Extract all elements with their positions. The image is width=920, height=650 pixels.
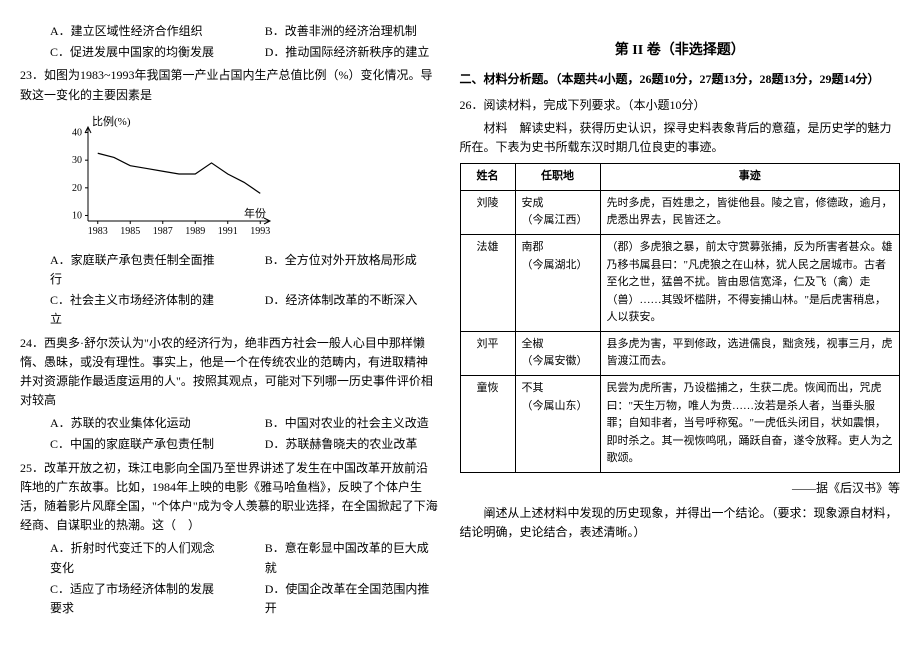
q24-stem: 24．西奥多·舒尔茨认为"小农的经济行为，绝非西方社会一般人心目中那样懒惰、愚昧…	[20, 334, 440, 411]
svg-text:1987: 1987	[153, 226, 173, 237]
col-deed: 事迹	[600, 164, 899, 191]
q22-option-d: D．推动国际经济新秩序的建立	[265, 43, 440, 62]
q22-option-b: B．改善非洲的经济治理机制	[265, 22, 440, 41]
q26-title: 26．阅读材料，完成下列要求。（本小题10分）	[460, 96, 900, 115]
q25-option-a: A．折射时代变迁下的人们观念变化	[50, 539, 225, 577]
cell-place: 全椒 （今属安徽）	[515, 331, 600, 375]
table-row: 刘陵安成 （今属江西）先时多虎，百姓患之，皆徙他县。陵之官，修德政，逾月，虎悉出…	[460, 190, 899, 234]
scoring-line: 二、材料分析题。（本题共4小题，26题10分，27题13分，28题13分，29题…	[460, 70, 900, 89]
svg-text:1989: 1989	[185, 226, 205, 237]
cell-deed: 县多虎为害，平到修政，选进儒良，黜贪残，视事三月，虎皆渡江而去。	[600, 331, 899, 375]
q22-option-a: A．建立区域性经济合作组织	[50, 22, 225, 41]
q23-option-a: A．家庭联产承包责任制全面推行	[50, 251, 225, 289]
cell-deed: （郡）多虎狼之暴，前太守赏募张捕，反为所害者甚众。雄乃移书属县曰："凡虎狼之在山…	[600, 234, 899, 331]
q23-option-d: D．经济体制改革的不断深入	[265, 291, 440, 329]
q23-option-c: C．社会主义市场经济体制的建立	[50, 291, 225, 329]
q24-option-b: B．中国对农业的社会主义改造	[265, 414, 440, 433]
svg-text:1993: 1993	[250, 226, 270, 237]
q24-options-row2: C．中国的家庭联产承包责任制 D．苏联赫鲁晓夫的农业改革	[20, 435, 440, 454]
q24-option-c: C．中国的家庭联产承包责任制	[50, 435, 225, 454]
right-column: 第 II 卷（非选择题） 二、材料分析题。（本题共4小题，26题10分，27题1…	[460, 20, 900, 630]
q25-options-row2: C．适应了市场经济体制的发展要求 D．使国企改革在全国范围内推开	[20, 580, 440, 618]
svg-text:1991: 1991	[218, 226, 238, 237]
q23-stem: 23．如图为1983~1993年我国第一产业占国内生产总值比例（%）变化情况。导…	[20, 66, 440, 104]
q25-option-b: B．意在彰显中国改革的巨大成就	[265, 539, 440, 577]
col-place: 任职地	[515, 164, 600, 191]
svg-text:20: 20	[72, 183, 82, 194]
q25-option-c: C．适应了市场经济体制的发展要求	[50, 580, 225, 618]
table-row: 童恢不其 （今属山东）民尝为虎所害，乃设槛捕之，生获二虎。恢闻而出，咒虎曰："天…	[460, 376, 899, 473]
q25-stem: 25．改革开放之初，珠江电影向全国乃至世界讲述了发生在中国改革开放前沿阵地的广东…	[20, 459, 440, 536]
q24-options-row1: A．苏联的农业集体化运动 B．中国对农业的社会主义改造	[20, 414, 440, 433]
svg-text:30: 30	[72, 155, 82, 166]
cell-name: 法雄	[460, 234, 515, 331]
q22-options-row2: C．促进发展中国家的均衡发展 D．推动国际经济新秩序的建立	[20, 43, 440, 62]
svg-text:40: 40	[72, 127, 82, 138]
q23-chart: 10 20 30 40 1983 1985 1987 1989 1991 1993 比例(%) 年份	[50, 113, 440, 243]
table-header-row: 姓名 任职地 事迹	[460, 164, 899, 191]
q26-intro: 材料 解读史料，获得历史认识，探寻史料表象背后的意蕴，是历史学的魅力所在。下表为…	[460, 119, 900, 157]
svg-text:1985: 1985	[120, 226, 140, 237]
svg-text:10: 10	[72, 210, 82, 221]
cell-name: 刘陵	[460, 190, 515, 234]
svg-text:年份: 年份	[244, 206, 266, 220]
section-header: 第 II 卷（非选择题）	[460, 40, 900, 62]
q25-options-row1: A．折射时代变迁下的人们观念变化 B．意在彰显中国改革的巨大成就	[20, 539, 440, 577]
q22-options-row1: A．建立区域性经济合作组织 B．改善非洲的经济治理机制	[20, 22, 440, 41]
q24-option-a: A．苏联的农业集体化运动	[50, 414, 225, 433]
source-line: ——据《后汉书》等	[460, 479, 900, 498]
hanshu-table: 姓名 任职地 事迹 刘陵安成 （今属江西）先时多虎，百姓患之，皆徙他县。陵之官，…	[460, 163, 900, 473]
cell-name: 刘平	[460, 331, 515, 375]
q22-option-c: C．促进发展中国家的均衡发展	[50, 43, 225, 62]
col-name: 姓名	[460, 164, 515, 191]
q23-option-b: B．全方位对外开放格局形成	[265, 251, 440, 289]
q26-task: 阐述从上述材料中发现的历史现象，并得出一个结论。（要求：现象源自材料，结论明确，…	[460, 504, 900, 542]
line-chart-svg: 10 20 30 40 1983 1985 1987 1989 1991 1993 比例(%) 年份	[50, 113, 280, 243]
cell-place: 不其 （今属山东）	[515, 376, 600, 473]
q25-option-d: D．使国企改革在全国范围内推开	[265, 580, 440, 618]
table-row: 法雄南郡 （今属湖北）（郡）多虎狼之暴，前太守赏募张捕，反为所害者甚众。雄乃移书…	[460, 234, 899, 331]
table-row: 刘平全椒 （今属安徽）县多虎为害，平到修政，选进儒良，黜贪残，视事三月，虎皆渡江…	[460, 331, 899, 375]
cell-place: 安成 （今属江西）	[515, 190, 600, 234]
cell-name: 童恢	[460, 376, 515, 473]
svg-text:比例(%): 比例(%)	[92, 114, 131, 128]
q23-options-row2: C．社会主义市场经济体制的建立 D．经济体制改革的不断深入	[20, 291, 440, 329]
cell-place: 南郡 （今属湖北）	[515, 234, 600, 331]
q23-options-row1: A．家庭联产承包责任制全面推行 B．全方位对外开放格局形成	[20, 251, 440, 289]
left-column: A．建立区域性经济合作组织 B．改善非洲的经济治理机制 C．促进发展中国家的均衡…	[20, 20, 440, 630]
cell-deed: 民尝为虎所害，乃设槛捕之，生获二虎。恢闻而出，咒虎曰："天生万物，唯人为贵……汝…	[600, 376, 899, 473]
svg-text:1983: 1983	[88, 226, 108, 237]
cell-deed: 先时多虎，百姓患之，皆徙他县。陵之官，修德政，逾月，虎悉出界去，民皆还之。	[600, 190, 899, 234]
q24-option-d: D．苏联赫鲁晓夫的农业改革	[265, 435, 440, 454]
